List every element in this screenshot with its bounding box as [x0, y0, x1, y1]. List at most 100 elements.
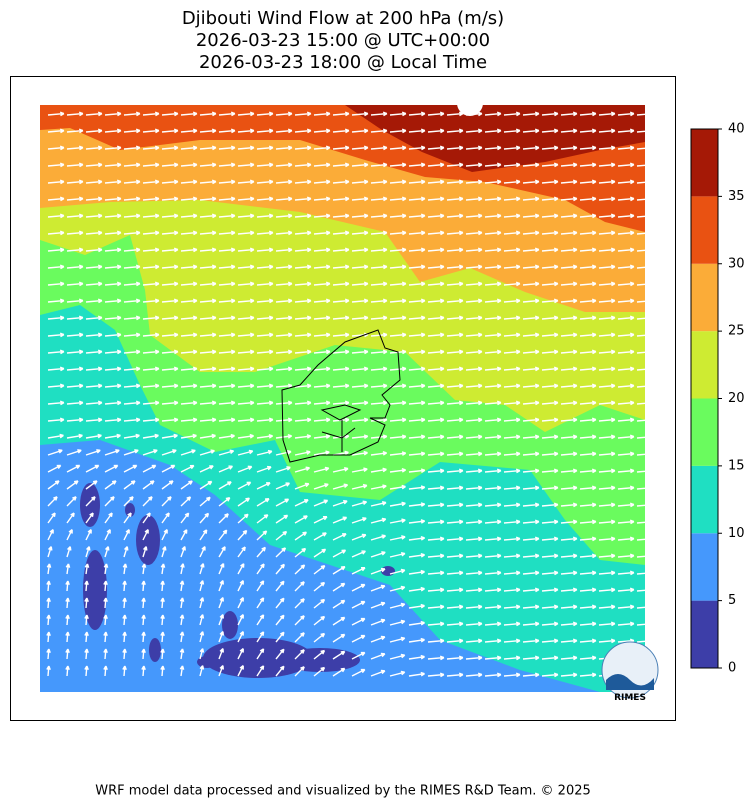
wind-arrow [294, 466, 311, 473]
wind-arrow [522, 672, 540, 678]
wind-arrow [256, 366, 274, 372]
wind-arrow [446, 281, 464, 287]
wind-arrow [47, 366, 65, 372]
contour-fill [280, 648, 360, 672]
wind-arrow [142, 213, 160, 219]
wind-arrow [47, 400, 65, 406]
wind-arrow [122, 614, 127, 626]
wind-arrow [465, 264, 483, 270]
wind-arrow [617, 553, 635, 559]
wind-arrow [104, 496, 115, 507]
wind-arrow [636, 300, 645, 303]
wind-arrow [408, 230, 426, 236]
wind-arrow [256, 465, 272, 473]
wind-arrow [636, 147, 645, 150]
wind-arrow [522, 519, 540, 525]
wind-arrow [123, 145, 141, 151]
wind-arrow [484, 264, 502, 270]
wind-arrow [332, 400, 350, 406]
wind-arrow [275, 230, 293, 236]
wind-arrow [313, 349, 331, 355]
wind-arrow [484, 451, 502, 457]
wind-arrow [294, 598, 305, 609]
wind-arrow [237, 332, 255, 338]
wind-arrow [47, 546, 53, 558]
wind-arrow [484, 502, 502, 508]
wind-arrow [123, 349, 141, 355]
wind-arrow [617, 264, 635, 270]
wind-arrow [541, 196, 559, 202]
wind-arrow [142, 145, 160, 151]
wind-arrow [142, 417, 160, 423]
wind-arrow [294, 417, 312, 423]
wind-arrow [579, 145, 597, 151]
wind-arrow [522, 502, 540, 508]
wind-arrow [617, 519, 635, 525]
wind-arrow [389, 366, 407, 372]
wind-arrow [66, 196, 84, 202]
wind-arrow [503, 417, 521, 423]
wind-arrow [256, 631, 265, 643]
wind-arrow [446, 128, 464, 134]
title-line: 2026-03-23 18:00 @ Local Time [199, 52, 487, 73]
wind-arrow [370, 434, 388, 440]
wind-arrow [465, 553, 483, 559]
wind-arrow [218, 281, 236, 287]
wind-arrow [598, 434, 616, 440]
wind-arrow [484, 281, 502, 287]
wind-arrow [332, 332, 350, 338]
wind-arrow [351, 467, 368, 473]
wind-arrow [541, 604, 559, 610]
wind-arrow [199, 563, 205, 575]
wind-arrow [275, 247, 293, 253]
wind-arrow [636, 640, 645, 643]
wind-arrow [256, 482, 271, 490]
wind-arrow [636, 317, 645, 320]
wind-arrow [46, 597, 51, 609]
wind-arrow [294, 128, 312, 134]
wind-arrow [332, 162, 350, 168]
wind-arrow [484, 247, 502, 253]
wind-arrow [579, 162, 597, 168]
wind-arrow [427, 332, 445, 338]
wind-arrow [332, 650, 346, 660]
wind-arrow [104, 145, 122, 151]
wind-arrow [256, 383, 274, 389]
wind-arrow [179, 597, 185, 609]
wind-arrow [237, 449, 254, 456]
wind-arrow [465, 434, 483, 440]
wind-arrow [161, 512, 170, 524]
wind-arrow [237, 481, 252, 490]
wind-arrow [389, 535, 406, 541]
wind-arrow [218, 513, 229, 524]
wind-arrow [617, 383, 635, 389]
wind-arrow [636, 606, 645, 609]
wind-arrow [370, 366, 388, 372]
wind-arrow [446, 417, 464, 423]
wind-arrow [85, 315, 103, 321]
wind-arrow [370, 567, 386, 575]
wind-arrow [351, 583, 366, 592]
wind-arrow [370, 652, 386, 660]
wind-arrow [161, 417, 179, 423]
wind-arrow [332, 145, 350, 151]
wind-arrow [598, 519, 616, 525]
wind-arrow [446, 315, 464, 321]
wind-arrow [123, 433, 140, 439]
wind-arrow [351, 128, 369, 134]
wind-arrow [275, 349, 293, 355]
wind-arrow [332, 565, 346, 575]
wind-arrow [484, 638, 502, 644]
wind-arrow [465, 332, 483, 338]
wind-arrow [370, 584, 386, 592]
wind-arrow [256, 315, 274, 321]
wind-arrow [503, 468, 521, 474]
wind-arrow [123, 480, 136, 490]
wind-arrow [66, 529, 73, 541]
wind-arrow [560, 451, 578, 457]
wind-arrow [199, 298, 217, 304]
wind-arrow [427, 247, 445, 253]
wind-arrow [313, 264, 331, 270]
wind-arrow [199, 449, 215, 456]
wind-arrow [313, 515, 328, 524]
